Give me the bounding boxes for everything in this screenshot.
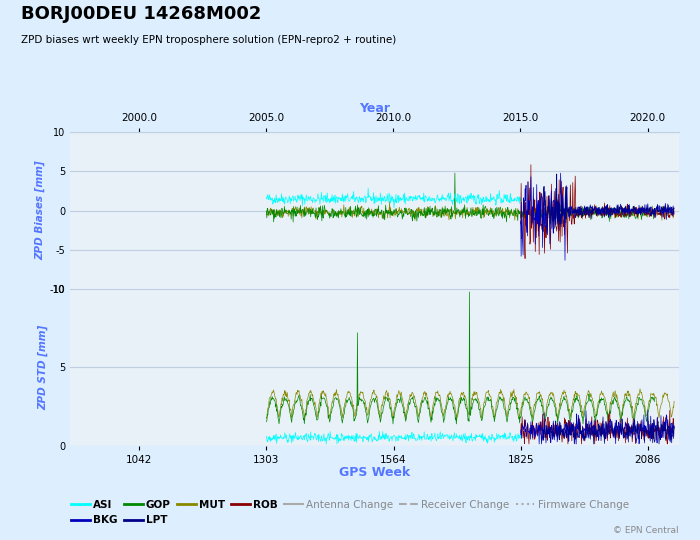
X-axis label: GPS Week: GPS Week xyxy=(339,466,410,479)
Y-axis label: ZPD STD [mm]: ZPD STD [mm] xyxy=(38,325,49,410)
Y-axis label: ZPD Biases [mm]: ZPD Biases [mm] xyxy=(35,161,46,260)
Legend: ASI, BKG, GOP, LPT, MUT, ROB, Antenna Change, Receiver Change, Firmware Change: ASI, BKG, GOP, LPT, MUT, ROB, Antenna Ch… xyxy=(67,496,633,529)
Text: ZPD biases wrt weekly EPN troposphere solution (EPN-repro2 + routine): ZPD biases wrt weekly EPN troposphere so… xyxy=(21,35,396,45)
Text: BORJ00DEU 14268M002: BORJ00DEU 14268M002 xyxy=(21,5,261,23)
X-axis label: Year: Year xyxy=(359,102,390,115)
Text: © EPN Central: © EPN Central xyxy=(613,525,679,535)
